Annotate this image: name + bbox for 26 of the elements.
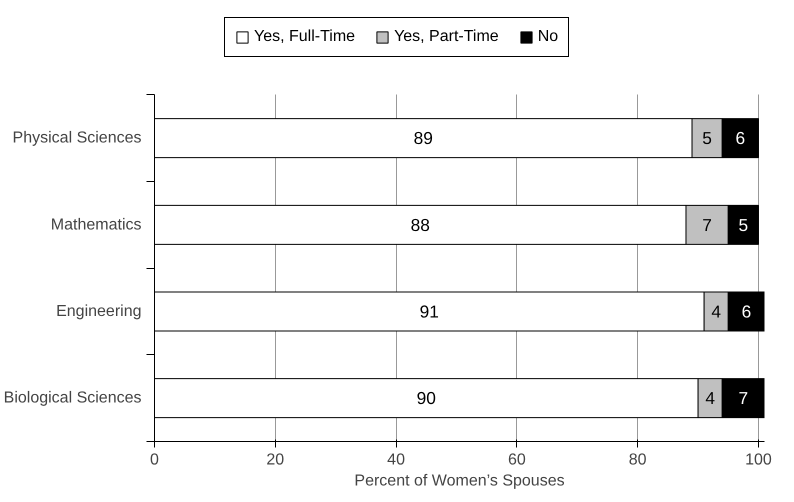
- y-tick-label: Biological Sciences: [4, 390, 142, 407]
- data-label: 90: [416, 388, 436, 408]
- legend-label: No: [538, 28, 558, 46]
- x-tick-label: 0: [150, 452, 160, 468]
- data-label: 5: [738, 214, 748, 235]
- data-label: 89: [414, 128, 433, 148]
- legend-label: Yes, Part-Time: [394, 28, 499, 46]
- y-tick-label: Engineering: [56, 303, 142, 320]
- data-label: 4: [711, 302, 722, 322]
- data-label: 7: [702, 214, 712, 235]
- x-tick-label: 60: [508, 452, 526, 468]
- x-tick-label: 20: [266, 452, 284, 468]
- y-tick-label: Mathematics: [50, 216, 142, 234]
- x-axis-title: Percent of Women’s Spouses: [354, 472, 565, 490]
- data-label: 5: [702, 128, 712, 148]
- data-label: 4: [705, 388, 716, 408]
- x-tick-label: 80: [628, 452, 647, 468]
- legend-label: Yes, Full-Time: [254, 28, 356, 46]
- data-label: 6: [742, 302, 752, 322]
- data-label: 7: [738, 388, 748, 408]
- y-tick-label: Physical Sciences: [12, 130, 142, 147]
- x-tick-label: 40: [387, 452, 406, 468]
- x-tick-label: 100: [745, 452, 772, 468]
- data-label: 88: [410, 214, 430, 235]
- data-label: 91: [420, 302, 439, 322]
- data-label: 6: [736, 128, 746, 148]
